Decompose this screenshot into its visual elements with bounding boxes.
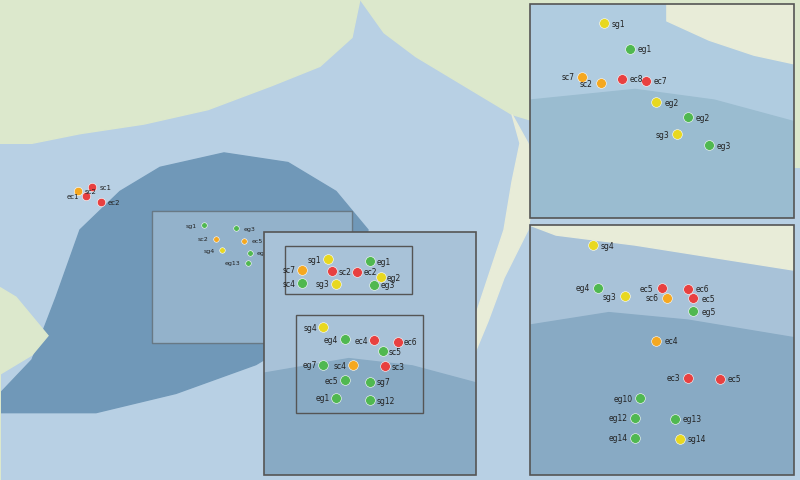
Text: eg7: eg7 [302, 360, 317, 370]
Text: ec5: ec5 [701, 294, 715, 303]
Text: sg4: sg4 [204, 248, 215, 253]
Polygon shape [530, 90, 794, 218]
Text: eg2: eg2 [696, 113, 710, 122]
Text: ec6: ec6 [696, 285, 710, 294]
Text: sg7: sg7 [376, 377, 390, 386]
Text: eg3: eg3 [717, 141, 731, 150]
Text: sg4: sg4 [303, 323, 317, 332]
Text: eg13: eg13 [682, 415, 702, 423]
Text: sg3: sg3 [603, 292, 617, 301]
Bar [296, 315, 423, 413]
Polygon shape [432, 115, 536, 442]
Text: eg1: eg1 [315, 394, 330, 403]
Polygon shape [0, 154, 368, 413]
Text: eg14: eg14 [608, 433, 627, 442]
Text: eg12: eg12 [608, 413, 627, 422]
Text: ec2: ec2 [364, 267, 377, 276]
Text: eg4: eg4 [576, 284, 590, 292]
Text: sg14: sg14 [688, 434, 706, 444]
Text: eg3: eg3 [381, 280, 395, 289]
Text: sc4: sc4 [283, 279, 296, 288]
Text: eg3: eg3 [243, 227, 255, 231]
Text: ec3: ec3 [666, 373, 680, 383]
Text: sc2: sc2 [580, 79, 593, 88]
Text: sg1: sg1 [308, 255, 322, 264]
Text: ec4: ec4 [354, 336, 368, 345]
Polygon shape [0, 288, 48, 480]
Polygon shape [530, 313, 794, 475]
Text: eg1: eg1 [376, 257, 390, 266]
Text: eg10: eg10 [614, 394, 633, 403]
Text: sc2: sc2 [338, 267, 351, 276]
Polygon shape [667, 5, 794, 65]
Text: sc5: sc5 [389, 347, 402, 356]
Text: eg2: eg2 [387, 273, 402, 282]
Bar [285, 246, 413, 295]
Text: sg3: sg3 [316, 280, 330, 288]
Polygon shape [0, 0, 360, 144]
Polygon shape [530, 226, 794, 271]
Text: eg1: eg1 [638, 45, 652, 54]
Text: sc4: sc4 [334, 361, 346, 370]
Text: sc6: sc6 [646, 293, 659, 302]
Bar [152, 211, 352, 343]
Text: ec1: ec1 [66, 194, 79, 200]
Text: sc3: sc3 [391, 362, 404, 371]
Text: ec4: ec4 [664, 336, 678, 346]
Text: eg13: eg13 [257, 251, 273, 256]
Text: eg5: eg5 [701, 307, 715, 316]
Text: ec6: ec6 [404, 337, 418, 347]
Text: ec2: ec2 [108, 200, 121, 205]
Text: sc7: sc7 [562, 73, 574, 82]
Text: sc1: sc1 [99, 184, 111, 190]
Text: ec8: ec8 [630, 75, 643, 84]
Text: ec5: ec5 [325, 376, 338, 385]
Text: ec5: ec5 [728, 374, 742, 384]
Text: eg10: eg10 [281, 263, 297, 267]
Text: sg1: sg1 [186, 223, 197, 228]
Text: eg2: eg2 [664, 98, 678, 108]
Text: sg1: sg1 [611, 20, 625, 28]
Text: sc7: sc7 [283, 266, 296, 275]
Text: sc2: sc2 [198, 237, 209, 241]
Text: sg3: sg3 [656, 131, 670, 140]
Polygon shape [264, 359, 476, 475]
Polygon shape [360, 0, 800, 168]
Text: sg12: sg12 [376, 396, 394, 405]
Text: eg13: eg13 [225, 261, 241, 265]
Text: eg4: eg4 [324, 335, 338, 344]
Text: sc2: sc2 [85, 189, 97, 195]
Text: sg4: sg4 [601, 241, 614, 250]
Text: ec5: ec5 [251, 239, 262, 244]
Text: ec7: ec7 [654, 77, 667, 86]
Text: ec5: ec5 [640, 284, 654, 293]
